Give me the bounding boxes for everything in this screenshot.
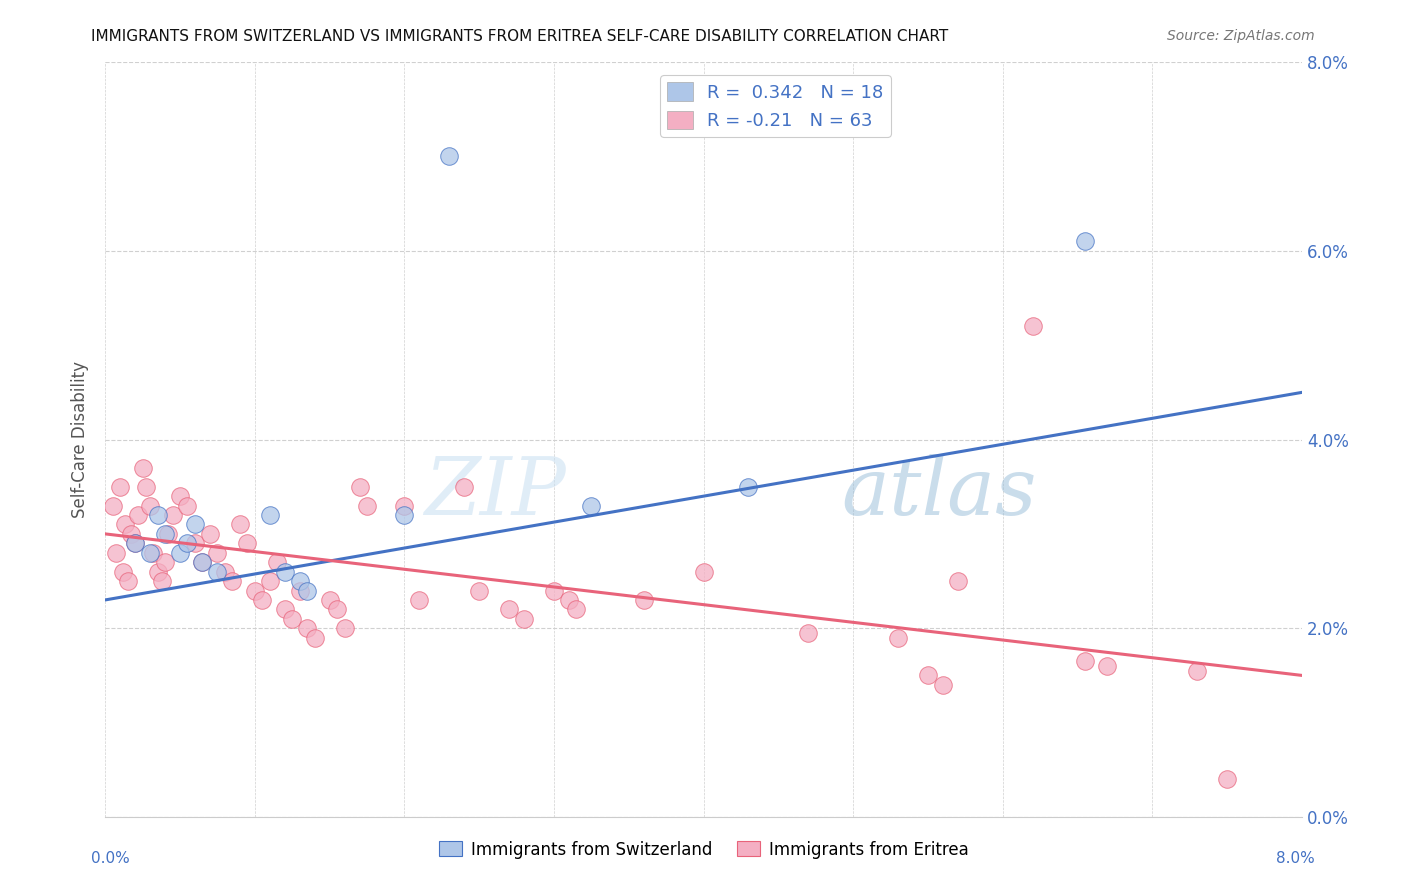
Point	[274, 565, 297, 579]
Point	[135, 480, 157, 494]
Point	[797, 626, 820, 640]
Point	[356, 499, 378, 513]
Point	[221, 574, 243, 588]
Point	[124, 536, 146, 550]
Point	[1074, 654, 1097, 668]
Point	[146, 565, 169, 579]
Point	[295, 583, 318, 598]
Point	[191, 555, 214, 569]
Point	[142, 546, 165, 560]
Point	[318, 593, 340, 607]
Point	[946, 574, 969, 588]
Point	[214, 565, 236, 579]
Point	[917, 668, 939, 682]
Point	[295, 621, 318, 635]
Point	[1187, 664, 1209, 678]
Point	[131, 460, 153, 475]
Legend: R =  0.342   N = 18, R = -0.21   N = 63: R = 0.342 N = 18, R = -0.21 N = 63	[661, 75, 890, 137]
Point	[1216, 772, 1239, 787]
Point	[198, 527, 221, 541]
Point	[169, 546, 191, 560]
Point	[108, 480, 131, 494]
Text: ZIP: ZIP	[425, 454, 567, 531]
Point	[184, 536, 207, 550]
Text: Source: ZipAtlas.com: Source: ZipAtlas.com	[1167, 29, 1315, 43]
Point	[453, 480, 475, 494]
Point	[207, 546, 229, 560]
Point	[176, 536, 198, 550]
Point	[169, 489, 191, 503]
Point	[184, 517, 207, 532]
Point	[146, 508, 169, 522]
Point	[120, 527, 142, 541]
Point	[1021, 319, 1043, 334]
Point	[1074, 235, 1097, 249]
Point	[252, 593, 274, 607]
Text: atlas: atlas	[841, 454, 1036, 531]
Point	[581, 499, 603, 513]
Point	[394, 508, 416, 522]
Point	[229, 517, 252, 532]
Point	[349, 480, 371, 494]
Point	[104, 546, 127, 560]
Point	[737, 480, 759, 494]
Point	[139, 499, 162, 513]
Point	[439, 149, 461, 163]
Point	[513, 612, 536, 626]
Point	[558, 593, 581, 607]
Point	[153, 555, 176, 569]
Point	[565, 602, 588, 616]
Text: 8.0%: 8.0%	[1275, 851, 1315, 865]
Point	[633, 593, 655, 607]
Text: IMMIGRANTS FROM SWITZERLAND VS IMMIGRANTS FROM ERITREA SELF-CARE DISABILITY CORR: IMMIGRANTS FROM SWITZERLAND VS IMMIGRANT…	[91, 29, 949, 44]
Point	[176, 499, 198, 513]
Point	[124, 536, 146, 550]
Point	[236, 536, 259, 550]
Point	[139, 546, 162, 560]
Point	[394, 499, 416, 513]
Point	[326, 602, 349, 616]
Point	[498, 602, 520, 616]
Point	[127, 508, 149, 522]
Point	[117, 574, 139, 588]
Point	[288, 583, 311, 598]
Point	[153, 527, 176, 541]
Point	[259, 574, 281, 588]
Point	[157, 527, 180, 541]
Point	[150, 574, 173, 588]
Point	[112, 565, 135, 579]
Point	[333, 621, 356, 635]
Point	[274, 602, 297, 616]
Point	[101, 499, 124, 513]
Point	[162, 508, 184, 522]
Point	[288, 574, 311, 588]
Point	[243, 583, 266, 598]
Point	[259, 508, 281, 522]
Point	[266, 555, 288, 569]
Point	[468, 583, 491, 598]
Point	[692, 565, 714, 579]
Point	[932, 678, 955, 692]
Point	[543, 583, 565, 598]
Point	[281, 612, 304, 626]
Point	[887, 631, 910, 645]
Point	[304, 631, 326, 645]
Point	[114, 517, 136, 532]
Point	[207, 565, 229, 579]
Point	[191, 555, 214, 569]
Point	[408, 593, 430, 607]
Point	[1097, 659, 1119, 673]
Text: 0.0%: 0.0%	[91, 851, 131, 865]
Y-axis label: Self-Care Disability: Self-Care Disability	[72, 361, 89, 518]
